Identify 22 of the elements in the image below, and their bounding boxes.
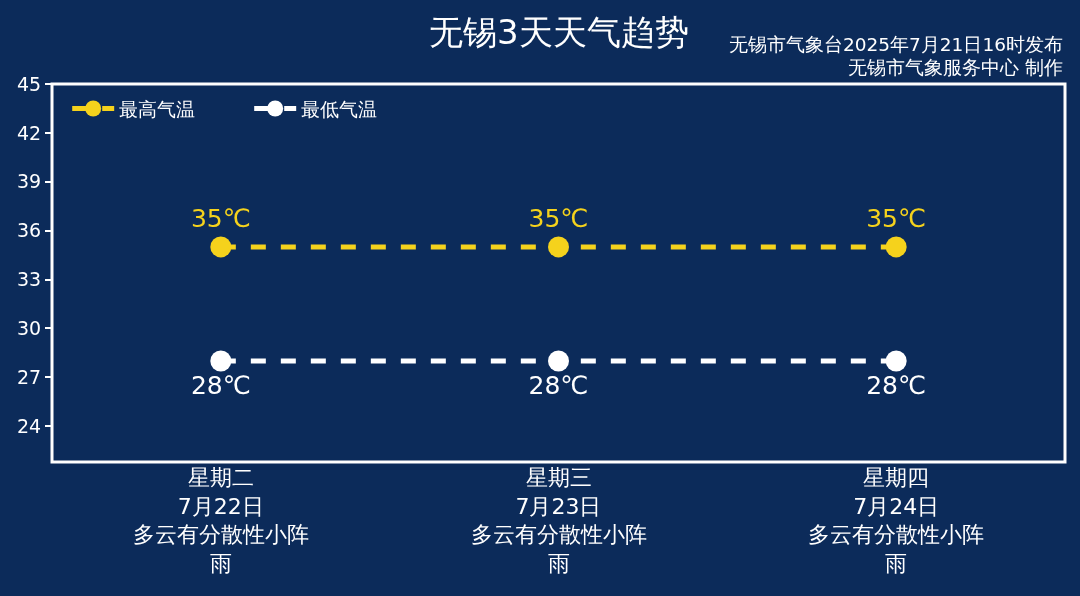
x-tick-label: 星期三 7月23日多云有分散性小阵雨	[470, 465, 647, 576]
y-tick-label: 42	[17, 121, 42, 144]
text: 无锡市气象服务中心 制作	[848, 57, 1063, 78]
y-tick-label: 24	[17, 414, 42, 437]
y-tick-label: 27	[17, 365, 42, 388]
y-tick-label: 45	[17, 72, 42, 95]
y-tick-label: 33	[17, 268, 42, 291]
legend-label: 最高气温	[119, 97, 196, 120]
data-label: 28℃	[866, 370, 927, 400]
data-label: 35℃	[190, 203, 251, 233]
y-tick-label: 36	[17, 219, 42, 242]
x-tick-label: 星期四 7月24日多云有分散性小阵雨	[808, 465, 985, 576]
chart-title: 无锡3天天气趋势	[429, 12, 689, 52]
data-label: 35℃	[528, 203, 589, 233]
data-label: 28℃	[190, 370, 251, 400]
y-tick-label: 30	[17, 317, 42, 340]
y-tick-label: 39	[17, 170, 42, 193]
data-label: 28℃	[528, 370, 589, 400]
text: 无锡市气象台2025年7月21日16时发布	[729, 34, 1063, 55]
legend-label: 最低气温	[301, 97, 378, 120]
data-label: 35℃	[866, 203, 927, 233]
x-tick-label: 星期二 7月22日多云有分散性小阵雨	[132, 465, 309, 576]
